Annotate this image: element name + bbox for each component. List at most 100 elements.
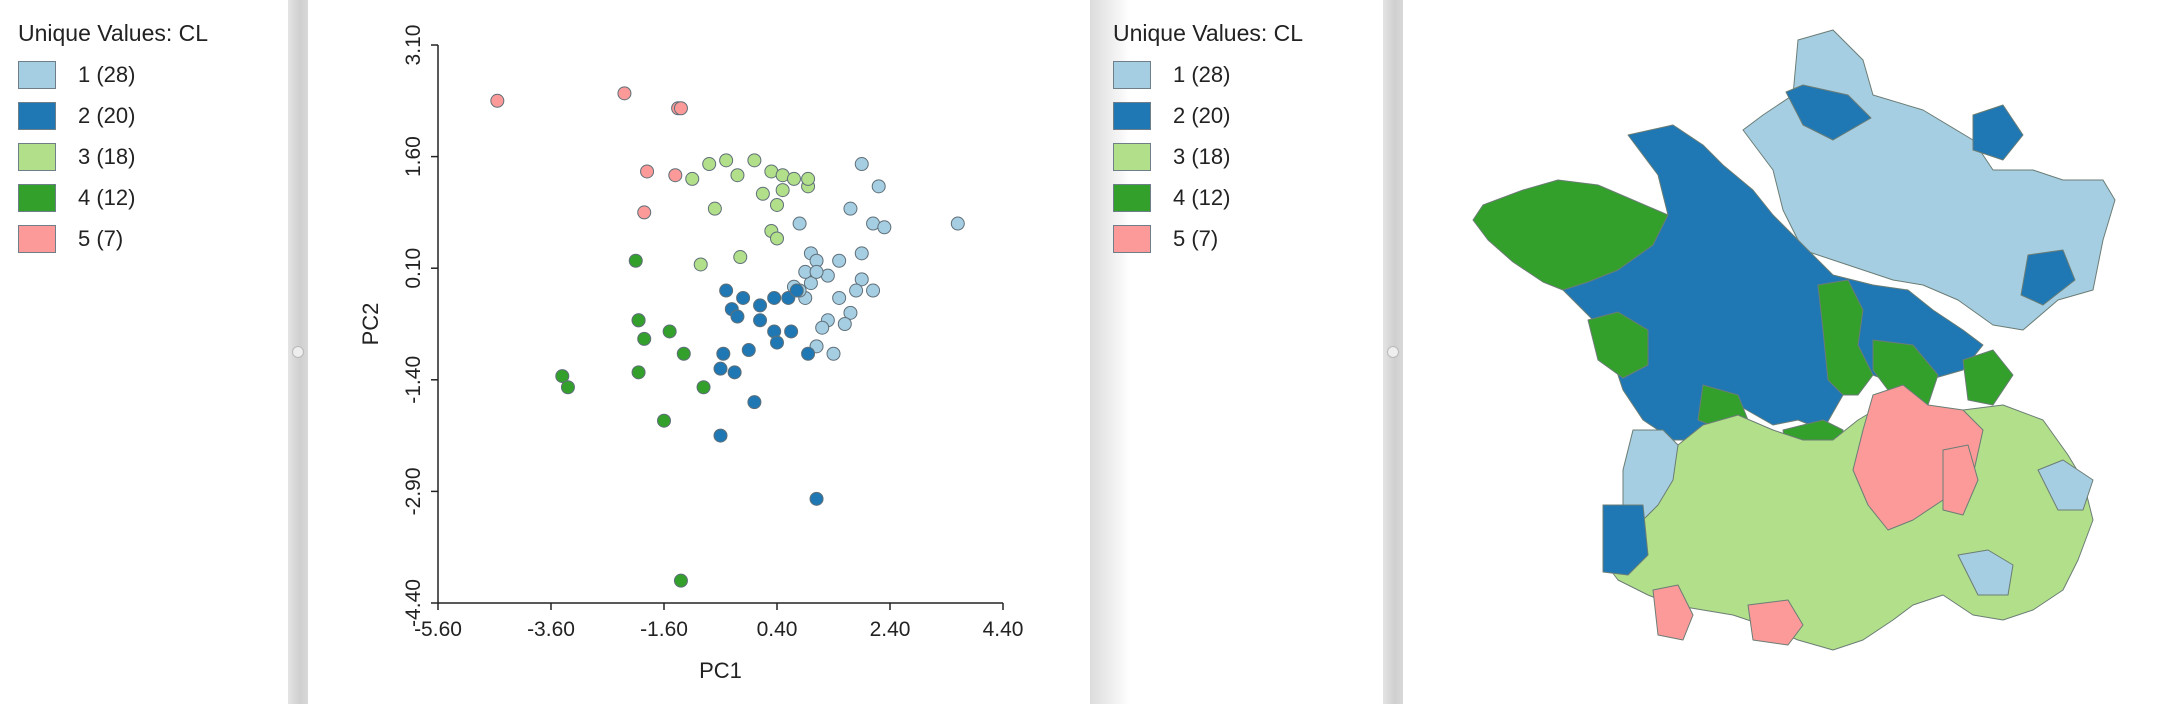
legend-swatch <box>1113 102 1151 130</box>
map-region[interactable] <box>1942 444 1979 516</box>
scatter-point[interactable] <box>702 157 717 172</box>
scatter-point[interactable] <box>854 157 869 172</box>
scatter-point[interactable] <box>719 153 734 168</box>
map-region[interactable] <box>1587 311 1649 379</box>
scatter-point[interactable] <box>657 413 671 428</box>
scatter-point[interactable] <box>719 283 734 298</box>
scatter-point[interactable] <box>640 164 655 179</box>
scatter-point[interactable] <box>560 380 575 395</box>
scatter-point[interactable] <box>693 257 708 272</box>
map-region[interactable] <box>1972 104 2024 161</box>
scatter-point[interactable] <box>767 290 782 305</box>
legend-item-5[interactable]: 5 (7) <box>18 222 123 256</box>
legend-swatch <box>1113 61 1151 89</box>
legend-item-2[interactable]: 2 (20) <box>18 99 135 133</box>
scatter-point[interactable] <box>784 324 799 339</box>
map-region[interactable] <box>1622 429 1679 521</box>
scatter-point[interactable] <box>747 153 762 168</box>
legend-item-2[interactable]: 2 (20) <box>1113 99 1230 133</box>
scatter-point[interactable] <box>617 86 632 101</box>
scatter-point[interactable] <box>747 395 762 410</box>
map-region[interactable] <box>2037 459 2094 511</box>
scatter-point[interactable] <box>837 317 852 331</box>
scatter-point[interactable] <box>662 324 677 339</box>
map-region[interactable] <box>1472 179 1669 291</box>
legend-item-5[interactable]: 5 (7) <box>1113 222 1218 256</box>
scatter-point[interactable] <box>673 101 688 116</box>
map-region[interactable] <box>1747 599 1804 646</box>
scatter-point[interactable] <box>815 320 830 335</box>
scatter-point[interactable] <box>801 346 816 361</box>
legend-item-label: 5 (7) <box>1173 226 1219 251</box>
scatter-point[interactable] <box>770 335 784 350</box>
scatter-point[interactable] <box>741 343 756 358</box>
scatter-point[interactable] <box>809 264 824 279</box>
splitter-handle[interactable] <box>292 346 304 358</box>
scatter-point[interactable] <box>849 283 864 298</box>
scatter-point[interactable] <box>843 305 858 320</box>
scatter-point[interactable] <box>631 365 646 380</box>
scatter-point[interactable] <box>775 183 790 198</box>
scatter-point[interactable] <box>871 179 886 194</box>
scatter-point[interactable] <box>843 201 858 216</box>
scatter-point[interactable] <box>631 313 646 328</box>
scatter-point[interactable] <box>854 246 869 261</box>
scatter-point[interactable] <box>733 250 748 265</box>
scatter-point[interactable] <box>877 220 892 235</box>
scatter-point[interactable] <box>809 491 824 506</box>
choropleth-map[interactable] <box>1403 0 2178 704</box>
map-region[interactable] <box>1652 584 1694 641</box>
scatter-point[interactable] <box>707 201 722 216</box>
legend-item-1[interactable]: 1 (28) <box>1113 58 1230 92</box>
legend-item-3[interactable]: 3 (18) <box>18 140 135 174</box>
scatter-point[interactable] <box>832 290 847 305</box>
legend-item-4[interactable]: 4 (12) <box>18 181 135 215</box>
scatter-point[interactable] <box>801 171 816 186</box>
scatter-point[interactable] <box>727 365 742 380</box>
scatter-point[interactable] <box>637 331 652 346</box>
scatter-point[interactable] <box>713 361 728 376</box>
scatter-point[interactable] <box>736 290 751 305</box>
splitter-handle[interactable] <box>1387 346 1399 358</box>
y-tick-label: 3.10 <box>402 25 425 66</box>
scatter-point[interactable] <box>628 253 643 268</box>
scatter-point[interactable] <box>770 197 784 212</box>
scatter-point[interactable] <box>753 298 768 313</box>
map-region[interactable] <box>1602 504 1649 576</box>
scatter-point[interactable] <box>786 171 801 186</box>
x-tick-label: -1.60 <box>640 618 688 641</box>
map-region[interactable] <box>1962 349 2014 406</box>
map-region[interactable] <box>1957 549 2014 596</box>
legend-item-3[interactable]: 3 (18) <box>1113 140 1230 174</box>
scatter-point[interactable] <box>637 205 652 220</box>
scatter-point[interactable] <box>673 573 688 588</box>
scatter-point[interactable] <box>950 216 965 231</box>
scatter-point[interactable] <box>770 231 784 246</box>
scatter-point[interactable] <box>854 272 869 287</box>
scatter-plot[interactable]: -5.60 -3.60 -1.60 0.40 2.40 4.40 -4.40 -2.90 -1.… <box>308 0 1090 704</box>
legend-item-1[interactable]: 1 (28) <box>18 58 135 92</box>
scatter-point[interactable] <box>676 346 691 361</box>
map-region[interactable] <box>1785 84 1872 141</box>
scatter-point[interactable] <box>803 276 818 291</box>
scatter-point[interactable] <box>866 283 881 298</box>
scatter-point[interactable] <box>685 171 700 186</box>
scatter-point[interactable] <box>755 186 770 201</box>
scatter-point[interactable] <box>713 428 728 443</box>
x-tick-label: -3.60 <box>527 618 575 641</box>
scatter-point[interactable] <box>789 283 804 298</box>
map-region[interactable] <box>2020 249 2076 306</box>
scatter-point[interactable] <box>490 93 505 108</box>
scatter-point[interactable] <box>668 168 683 183</box>
scatter-point[interactable] <box>730 168 745 183</box>
legend-item-4[interactable]: 4 (12) <box>1113 181 1230 215</box>
map-region[interactable] <box>1817 279 1874 396</box>
scatter-point[interactable] <box>792 216 807 231</box>
scatter-point[interactable] <box>696 380 711 395</box>
scatter-point[interactable] <box>753 313 768 328</box>
scatter-point[interactable] <box>826 346 841 361</box>
scatter-point[interactable] <box>555 369 570 384</box>
scatter-point[interactable] <box>730 309 745 324</box>
scatter-point[interactable] <box>716 346 731 361</box>
scatter-point[interactable] <box>832 253 847 268</box>
